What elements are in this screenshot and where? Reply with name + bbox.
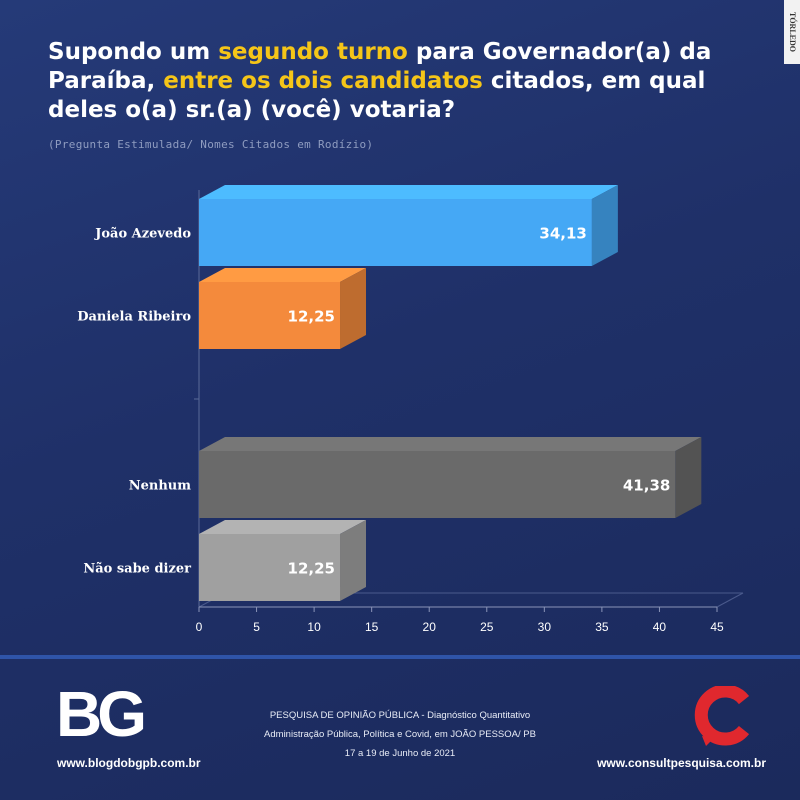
title-part-1: Supondo um bbox=[48, 39, 219, 65]
x-tick-label-35: 35 bbox=[595, 620, 609, 634]
bar-value-label-3: 12,25 bbox=[288, 560, 335, 578]
bg-logo: BG bbox=[56, 678, 147, 750]
survey-line-1: PESQUISA DE OPINIÃO PÚBLICA - Diagnóstic… bbox=[269, 710, 531, 721]
bar-side-1 bbox=[340, 268, 367, 349]
x-tick-label-20: 20 bbox=[423, 620, 437, 634]
bar-3 bbox=[199, 534, 341, 601]
bar-side-2 bbox=[675, 437, 702, 518]
consult-url[interactable]: www.consultpesquisa.com.br bbox=[597, 756, 766, 770]
bar-side-0 bbox=[591, 185, 618, 266]
category-label-1: Daniela Ribeiro bbox=[77, 310, 191, 325]
title-highlight-1: segundo turno bbox=[218, 39, 408, 65]
title-highlight-2: entre os dois candidatos bbox=[163, 68, 483, 94]
bar-top-0 bbox=[199, 185, 618, 199]
bar-2 bbox=[199, 451, 676, 518]
bar-value-label-1: 12,25 bbox=[288, 308, 335, 326]
floor-right-line bbox=[716, 592, 744, 608]
bar-value-label-2: 41,38 bbox=[623, 477, 670, 495]
title-part-3: citados, em qual deles o(a) sr.(a) (você… bbox=[48, 68, 706, 123]
category-label-3: Não sabe dizer bbox=[83, 562, 191, 577]
bar-chart: 0 5 10 15 20 25 30 35 40 45 34,13 João Azevedo 12,25… bbox=[77, 185, 744, 634]
bar-top-1 bbox=[199, 268, 367, 282]
category-label-0: João Azevedo bbox=[94, 227, 191, 242]
bar-1 bbox=[199, 282, 341, 349]
x-tick-label-45: 45 bbox=[710, 620, 724, 634]
watermark-stamp: TÓRLEDO bbox=[784, 0, 800, 64]
bar-top-2 bbox=[199, 437, 702, 451]
bar-value-label-0: 34,13 bbox=[539, 225, 586, 243]
survey-line-3: 17 a 19 de Junho de 2021 bbox=[344, 748, 456, 759]
survey-line-2: Administração Pública, Política e Covid,… bbox=[264, 729, 536, 740]
consult-logo-icon bbox=[694, 686, 750, 746]
survey-info: PESQUISA DE OPINIÃO PÚBLICA - Diagnóstic… bbox=[220, 706, 580, 763]
x-tick-label-5: 5 bbox=[253, 620, 260, 634]
bar-top-3 bbox=[199, 520, 367, 534]
title-part-2: para Governador(a) da Paraíba, bbox=[48, 39, 712, 94]
x-tick-label-15: 15 bbox=[365, 620, 379, 634]
footer-divider bbox=[0, 655, 800, 659]
x-tick-label-40: 40 bbox=[653, 620, 667, 634]
x-tick-label-0: 0 bbox=[196, 620, 203, 634]
chart-title: Supondo um segundo turno para Governador… bbox=[48, 38, 748, 125]
category-label-2: Nenhum bbox=[129, 479, 192, 494]
chart-subtitle: (Pregunta Estimulada/ Nomes Citados em R… bbox=[48, 138, 374, 151]
x-tick-label-30: 30 bbox=[538, 620, 552, 634]
bar-0 bbox=[199, 199, 592, 266]
x-tick-label-25: 25 bbox=[480, 620, 494, 634]
bar-side-3 bbox=[340, 520, 367, 601]
blog-url[interactable]: www.blogdobgpb.com.br bbox=[57, 756, 201, 770]
x-tick-label-10: 10 bbox=[307, 620, 321, 634]
